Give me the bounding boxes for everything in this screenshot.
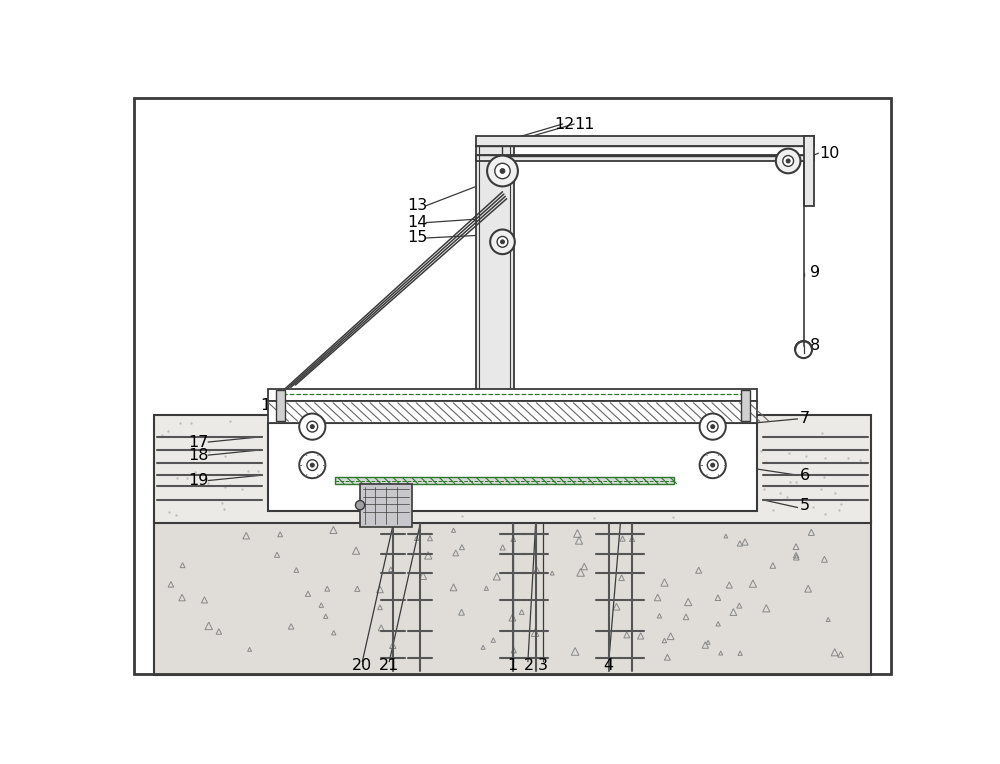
Text: 8: 8 — [810, 338, 820, 353]
Circle shape — [299, 452, 325, 478]
Text: 6: 6 — [800, 468, 810, 483]
Text: 5: 5 — [800, 498, 810, 513]
Text: 14: 14 — [408, 215, 428, 230]
Bar — [804, 136, 814, 206]
Text: 10: 10 — [820, 146, 840, 160]
Bar — [154, 520, 871, 675]
Circle shape — [700, 413, 726, 440]
Text: 3: 3 — [538, 658, 548, 673]
Circle shape — [307, 421, 318, 432]
Circle shape — [310, 425, 314, 429]
Circle shape — [495, 163, 510, 179]
Text: 19: 19 — [188, 473, 209, 488]
Text: 2: 2 — [524, 658, 534, 673]
Text: 12: 12 — [555, 117, 575, 131]
Circle shape — [707, 421, 718, 432]
Circle shape — [707, 460, 718, 471]
Bar — [276, 390, 285, 421]
Circle shape — [310, 463, 314, 467]
Text: 1: 1 — [507, 658, 518, 673]
Text: 11: 11 — [574, 117, 594, 131]
Circle shape — [490, 229, 515, 254]
Circle shape — [711, 463, 715, 467]
Bar — [154, 415, 871, 523]
Bar — [268, 401, 757, 422]
Circle shape — [501, 240, 504, 244]
Circle shape — [497, 236, 508, 248]
Circle shape — [776, 149, 800, 173]
Circle shape — [783, 156, 794, 167]
Text: 15: 15 — [408, 231, 428, 245]
Circle shape — [299, 413, 325, 440]
Text: 21: 21 — [379, 658, 399, 673]
Circle shape — [487, 156, 518, 186]
Circle shape — [500, 169, 505, 173]
Text: 7: 7 — [800, 412, 810, 426]
Text: 20: 20 — [352, 658, 372, 673]
Bar — [476, 136, 814, 146]
Text: 17: 17 — [188, 435, 209, 449]
Circle shape — [307, 460, 318, 471]
Text: 16: 16 — [260, 398, 280, 413]
Text: 18: 18 — [188, 448, 209, 463]
Circle shape — [711, 425, 715, 429]
Bar — [268, 422, 757, 511]
Circle shape — [786, 159, 790, 163]
Bar — [476, 155, 814, 161]
Bar — [360, 484, 412, 526]
Text: 9: 9 — [810, 265, 820, 280]
Bar — [335, 477, 674, 484]
Text: 13: 13 — [408, 198, 428, 213]
Bar — [476, 146, 514, 396]
Bar — [268, 389, 757, 401]
Bar — [741, 390, 750, 421]
Circle shape — [355, 500, 365, 510]
Text: 4: 4 — [604, 658, 614, 673]
Circle shape — [700, 452, 726, 478]
